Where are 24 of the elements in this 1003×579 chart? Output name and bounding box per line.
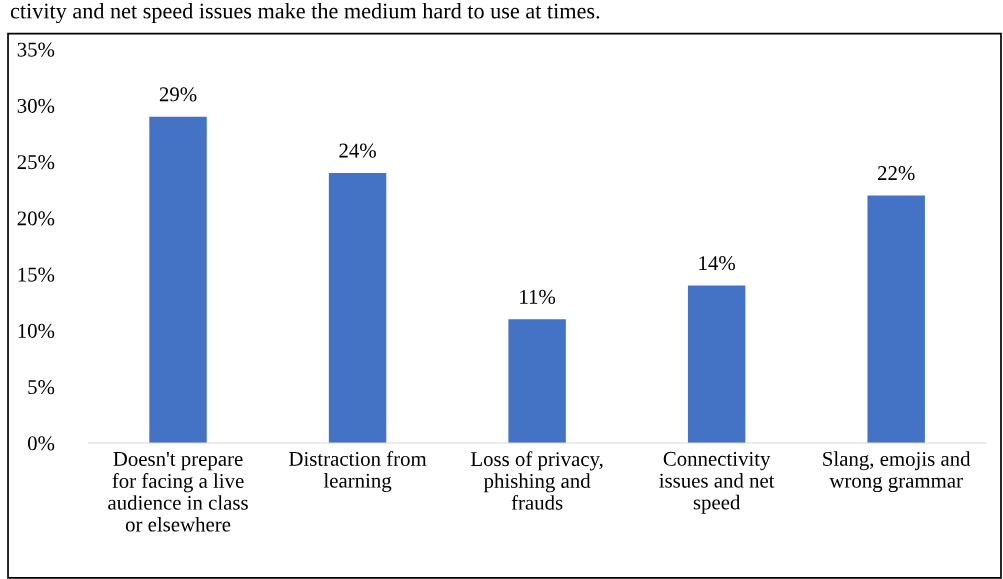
data-label: 22%: [878, 166, 915, 181]
x-tick-label: Slang, emojis and wrong grammar: [823, 451, 971, 493]
y-tick-label: 0%: [27, 436, 55, 451]
y-tick-label: 20%: [17, 211, 55, 226]
bar: [508, 319, 566, 443]
y-tick-label: 15%: [18, 267, 55, 282]
data-label: 11%: [520, 289, 556, 304]
bar: [328, 172, 387, 443]
data-label: 24%: [339, 143, 376, 158]
bar: [867, 195, 925, 443]
bar: [687, 285, 746, 443]
x-tick-label: Doesn't prepare for facing a live audience in class or elsewhere: [108, 452, 248, 532]
bar: [149, 116, 207, 443]
x-tick-label: Loss of privacy, phishing and frauds: [470, 451, 603, 510]
data-label: 14%: [699, 256, 736, 271]
x-tick-label: Distraction from learning: [289, 451, 427, 492]
y-tick-label: 35%: [17, 42, 55, 57]
y-tick-label: 10%: [18, 323, 55, 338]
x-tick-label: Connectivity issues and net speed: [659, 451, 775, 514]
data-label: 29%: [159, 87, 197, 102]
y-tick-label: 5%: [28, 380, 55, 395]
text: ctivity and net speed issues make the medium hard to use at times.: [10, 2, 600, 24]
y-tick-label: 25%: [17, 155, 55, 170]
y-tick-label: 30%: [17, 98, 55, 113]
